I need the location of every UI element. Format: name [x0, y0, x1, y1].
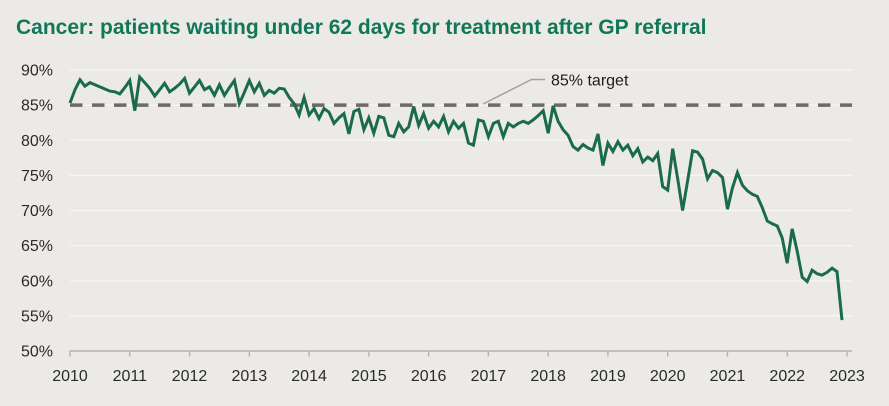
chart-title: Cancer: patients waiting under 62 days f…: [16, 16, 707, 39]
y-tick-label: 50%: [21, 344, 53, 361]
x-tick-label: 2010: [52, 368, 88, 385]
y-tick-label: 65%: [21, 238, 53, 255]
x-tick-label: 2013: [232, 368, 268, 385]
x-tick-label: 2012: [172, 368, 208, 385]
x-tick-label: 2021: [710, 368, 746, 385]
x-tick-label: 2023: [829, 368, 865, 385]
x-tick-label: 2019: [590, 368, 626, 385]
x-axis-labels: 2010 2011 2012 2013 2014 2015 2016 2017 2018 2019…: [52, 368, 865, 385]
y-tick-label: 55%: [21, 308, 53, 325]
x-axis: [69, 350, 852, 357]
x-tick-label: 2018: [530, 368, 566, 385]
y-tick-label: 90%: [21, 63, 53, 80]
x-tick-label: 2020: [650, 368, 686, 385]
y-tick-label: 70%: [21, 203, 53, 220]
x-tick-label: 2017: [471, 368, 507, 385]
y-axis-labels: 90% 85% 80% 75% 70% 65% 60% 55% 50%: [21, 63, 53, 361]
target-callout-line: [482, 78, 545, 105]
y-tick-label: 60%: [21, 273, 53, 290]
x-tick-label: 2015: [351, 368, 387, 385]
x-tick-label: 2014: [291, 368, 327, 385]
cancer-62day-series-line: [68, 73, 844, 321]
y-tick-label: 75%: [21, 168, 53, 185]
y-tick-label: 80%: [21, 133, 53, 150]
y-tick-label: 85%: [21, 98, 53, 115]
target-annotation-label: 85% target: [551, 73, 629, 90]
x-tick-label: 2016: [411, 368, 447, 385]
x-tick-label: 2011: [113, 368, 148, 385]
x-tick-label: 2022: [769, 368, 805, 385]
